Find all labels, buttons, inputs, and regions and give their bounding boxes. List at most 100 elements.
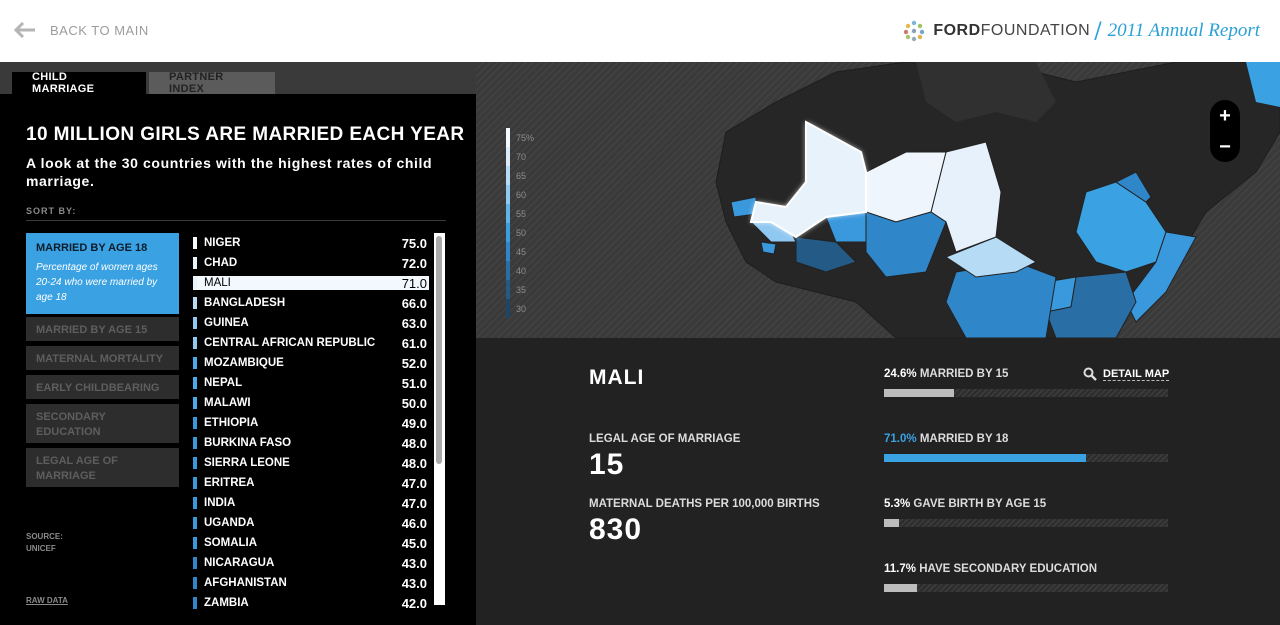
legend-swatch: [506, 223, 510, 242]
country-row[interactable]: GUINEA 63.0: [193, 313, 429, 333]
country-color-swatch: [193, 477, 197, 489]
country-color-swatch: [193, 537, 197, 549]
legend-item: 60: [506, 185, 534, 204]
zoom-out-button[interactable]: −: [1219, 135, 1231, 158]
sort-early-childbearing[interactable]: EARLY CHILDBEARING: [26, 375, 179, 399]
country-row[interactable]: ETHIOPIA 49.0: [193, 413, 429, 433]
country-row[interactable]: SOMALIA 45.0: [193, 533, 429, 553]
country-row[interactable]: INDIA 47.0: [193, 493, 429, 513]
detail-map-link[interactable]: DETAIL MAP: [1083, 367, 1170, 381]
stat-bar-fill: [884, 389, 954, 397]
scrollbar-thumb[interactable]: [436, 236, 442, 464]
magnifier-icon: [1083, 367, 1097, 381]
country-row[interactable]: SIERRA LEONE 48.0: [193, 453, 429, 473]
stat-text: 5.3% GAVE BIRTH BY AGE 15: [884, 498, 1168, 510]
country-color-swatch: [193, 557, 197, 569]
stat-text: 24.6% MARRIED BY 15: [884, 368, 1168, 380]
legend-item: 40: [506, 261, 534, 280]
legend-label: 50: [516, 227, 527, 238]
africa-map: [476, 62, 1280, 338]
zoom-in-button[interactable]: +: [1219, 104, 1231, 127]
country-name: UGANDA: [204, 517, 255, 529]
country-value: 42.0: [401, 595, 427, 611]
tab-bar: CHILD MARRIAGE PARTNER INDEX: [12, 71, 275, 95]
country-row[interactable]: MALI 71.0: [193, 276, 429, 291]
legend-item: 65: [506, 166, 534, 185]
legend-swatch: [506, 128, 510, 147]
back-label: BACK TO MAIN: [50, 22, 149, 38]
country-row[interactable]: NICARAGUA 43.0: [193, 553, 429, 573]
country-color-swatch: [193, 357, 197, 369]
stat-label: HAVE SECONDARY EDUCATION: [919, 563, 1098, 575]
zoom-control: + −: [1210, 100, 1240, 162]
country-value: 75.0: [401, 235, 427, 251]
stat-bar-track: [884, 389, 1168, 397]
raw-data-link[interactable]: RAW DATA: [26, 596, 68, 605]
stat-label: MARRIED BY 15: [919, 368, 1009, 380]
left-panel-wrap: CHILD MARRIAGE PARTNER INDEX 10 MILLION …: [0, 62, 476, 625]
country-value: 61.0: [401, 335, 427, 351]
stat-label: GAVE BIRTH BY AGE 15: [913, 498, 1047, 510]
sort-married-by-15[interactable]: MARRIED BY AGE 15: [26, 317, 179, 341]
tab-child-marriage[interactable]: CHILD MARRIAGE: [12, 71, 146, 95]
map-land-north: [916, 62, 1056, 122]
country-list: NIGER 75.0 CHAD 72.0 MALI 71.0 BANGLADESH 66.0 G…: [193, 233, 429, 613]
country-row[interactable]: ZAMBIA 42.0: [193, 593, 429, 613]
country-row[interactable]: CENTRAL AFRICAN REPUBLIC 61.0: [193, 333, 429, 353]
ford-foundation-brand[interactable]: FORDFOUNDATION / 2011 Annual Report: [903, 18, 1260, 44]
country-row[interactable]: NIGER 75.0: [193, 233, 429, 253]
country-value: 51.0: [401, 375, 427, 391]
source-value: UNICEF: [26, 544, 56, 553]
stat-label: MARRIED BY 18: [919, 433, 1009, 445]
country-row[interactable]: NEPAL 51.0: [193, 373, 429, 393]
sort-secondary-education[interactable]: SECONDARY EDUCATION: [26, 404, 179, 443]
country-name: ERITREA: [204, 477, 255, 489]
country-color-swatch: [193, 517, 197, 529]
brand-divider: /: [1094, 18, 1102, 44]
sort-legal-age-of-marriage[interactable]: LEGAL AGE OF MARRIAGE: [26, 448, 179, 487]
legend-label: 45: [516, 246, 527, 257]
country-row[interactable]: BANGLADESH 66.0: [193, 293, 429, 313]
stat-item: 24.6% MARRIED BY 15: [884, 368, 1168, 397]
country-value: 48.0: [401, 455, 427, 471]
country-color-swatch: [193, 597, 197, 609]
sort-by-label: SORT BY:: [26, 206, 77, 216]
map-country-sierra-leone: [760, 241, 777, 255]
back-to-main-link[interactable]: BACK TO MAIN: [14, 22, 149, 38]
country-color-swatch: [193, 337, 197, 349]
country-row[interactable]: MOZAMBIQUE 52.0: [193, 353, 429, 373]
country-color-swatch: [193, 497, 197, 509]
list-scrollbar[interactable]: [434, 233, 445, 605]
country-row[interactable]: UGANDA 46.0: [193, 513, 429, 533]
legend-swatch: [506, 204, 510, 223]
country-value: 46.0: [401, 515, 427, 531]
country-row[interactable]: CHAD 72.0: [193, 253, 429, 273]
legend-label: 75%: [516, 132, 535, 143]
map-country-nigeria: [865, 211, 947, 278]
panel-subtitle: A look at the 30 countries with the high…: [26, 155, 433, 189]
country-name: MALAWI: [204, 397, 251, 409]
sort-married-by-18[interactable]: MARRIED BY AGE 18 Percentage of women ag…: [26, 233, 179, 314]
stat-bar-fill: [884, 584, 918, 592]
country-value: 45.0: [401, 535, 427, 551]
stat-bar-fill: [884, 519, 900, 527]
brand-report: 2011 Annual Report: [1107, 20, 1260, 41]
country-value: 43.0: [401, 575, 427, 591]
sort-option-description: Percentage of women ages 20-24 who were …: [36, 262, 158, 303]
stat-percent: 71.0%: [884, 433, 917, 445]
country-row[interactable]: BURKINA FASO 48.0: [193, 433, 429, 453]
stat-item: 5.3% GAVE BIRTH BY AGE 15: [884, 498, 1168, 527]
country-value: 47.0: [401, 475, 427, 491]
tab-partner-index[interactable]: PARTNER INDEX: [149, 71, 275, 95]
country-name: MALI: [204, 277, 231, 289]
country-row[interactable]: MALAWI 50.0: [193, 393, 429, 413]
country-row[interactable]: ERITREA 47.0: [193, 473, 429, 493]
country-color-swatch: [193, 397, 197, 409]
legend-label: 35: [516, 284, 527, 295]
brand-name: FORDFOUNDATION: [933, 22, 1091, 39]
sort-maternal-mortality[interactable]: MATERNAL MORTALITY: [26, 346, 179, 370]
country-row[interactable]: AFGHANISTAN 43.0: [193, 573, 429, 593]
country-name: CENTRAL AFRICAN REPUBLIC: [204, 337, 376, 349]
legend-item: 35: [506, 280, 534, 299]
map-view[interactable]: 75% 70 65 60 55 50 45 40 35 30 + −: [476, 62, 1280, 338]
